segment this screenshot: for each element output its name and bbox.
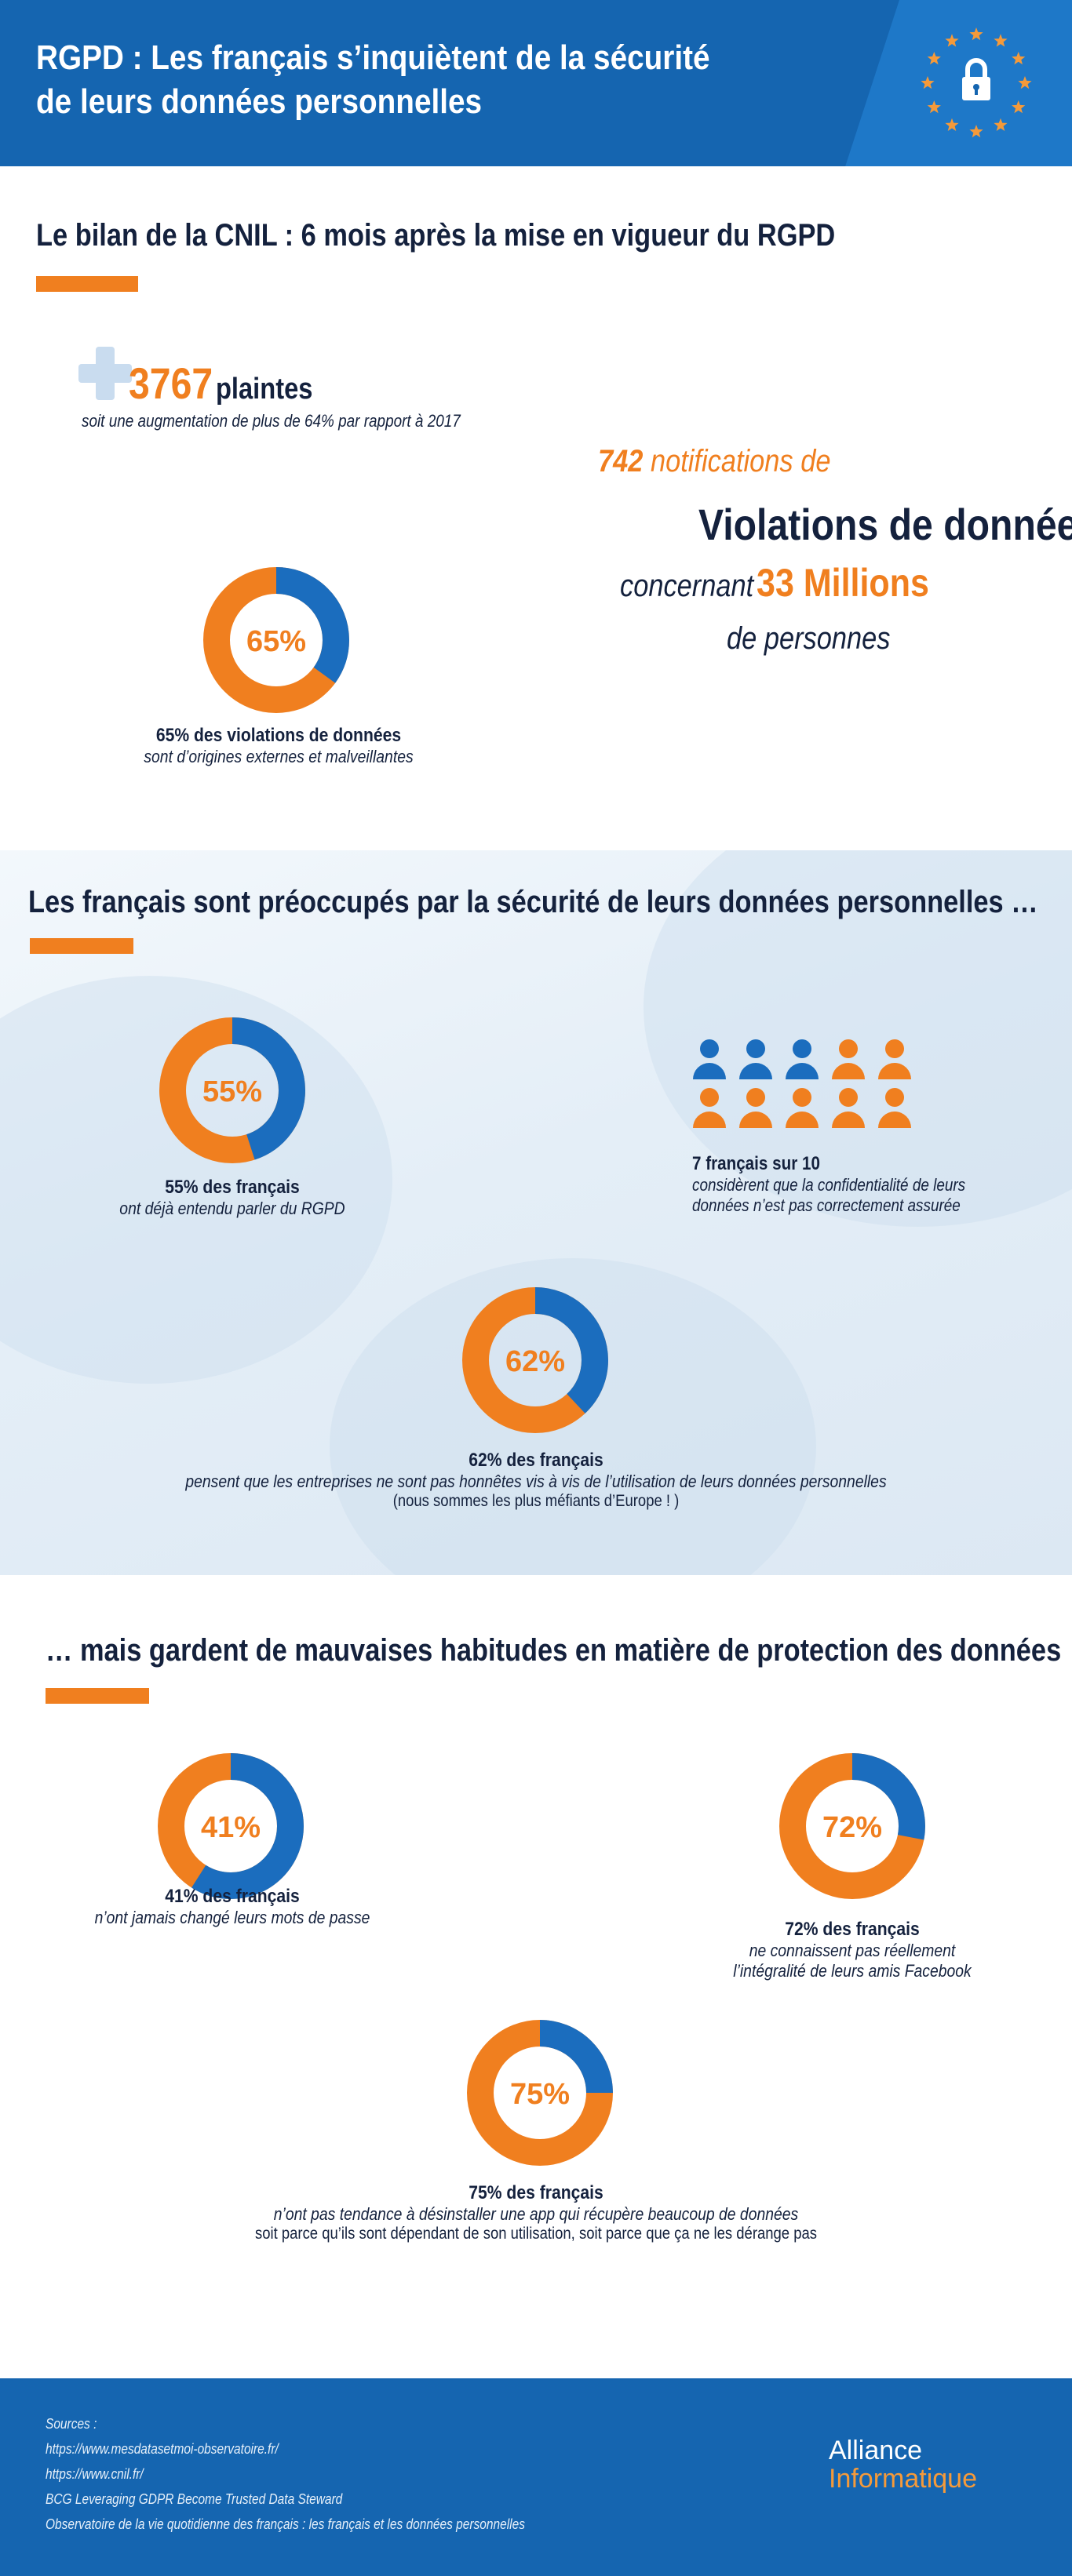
logo-line-2: Informatique — [829, 2464, 977, 2494]
people-caption-italic-1: considèrent que la confidentialité de le… — [692, 1175, 966, 1195]
caption-65: 65% des violations de données sont d’ori… — [109, 725, 447, 767]
caption-72: 72% des français ne connaissent pas réel… — [700, 1919, 1004, 1981]
section1-title: Le bilan de la CNIL : 6 mois après la mi… — [36, 218, 836, 253]
section2-title: Les français sont préoccupés par la sécu… — [28, 885, 1038, 919]
complaints-stat: 3767 plaintes — [129, 358, 312, 409]
star-icon — [945, 34, 959, 47]
donut-chart-65: 65% — [203, 567, 349, 713]
sources-label: Sources : — [46, 2416, 97, 2432]
person-icon — [878, 1088, 911, 1128]
caption-41-bold: 41% des français — [165, 1886, 300, 1907]
donut-chart-75: 75% — [467, 2020, 613, 2166]
caption-62-bold: 62% des français — [469, 1450, 603, 1471]
caption-72-bold: 72% des français — [785, 1919, 920, 1940]
caption-62-italic: pensent que les entreprises ne sont pas … — [185, 1472, 887, 1491]
notifications-number: 742 — [598, 444, 644, 478]
alliance-informatique-logo[interactable]: Alliance Informatique — [829, 2436, 1041, 2493]
star-icon — [927, 100, 941, 114]
donut-chart-55: 55% — [159, 1017, 305, 1163]
source-item: Observatoire de la vie quotidienne des f… — [46, 2516, 525, 2532]
caption-41-italic: n’ont jamais changé leurs mots de passe — [94, 1908, 370, 1927]
notifications-line: 742 notifications de — [598, 444, 830, 479]
people-icon-grid — [691, 1035, 918, 1130]
source-link[interactable]: https://www.mesdatasetmoi-observatoire.f… — [46, 2441, 279, 2457]
donut-label-55: 55% — [202, 1075, 262, 1108]
caption-75-bold: 75% des français — [469, 2182, 603, 2203]
persons-text: de personnes — [727, 621, 891, 656]
plus-icon — [78, 347, 132, 400]
donut-chart-62: 62% — [462, 1287, 608, 1433]
people-caption-italic-2: données n’est pas correctement assurée — [692, 1195, 961, 1215]
star-icon — [1018, 76, 1032, 89]
section1-underline — [36, 276, 138, 292]
concerning-text: concernant — [620, 569, 754, 603]
caption-75-note: soit parce qu’ils sont dépendant de son … — [254, 2225, 818, 2243]
caption-55-italic: ont déjà entendu parler du RGPD — [119, 1199, 345, 1218]
footer — [0, 2378, 1072, 2576]
person-icon — [786, 1039, 819, 1079]
donut-label-75: 75% — [510, 2078, 570, 2111]
section3-underline — [46, 1688, 149, 1704]
star-icon — [969, 27, 983, 41]
millions-text: 33 Millions — [757, 561, 929, 605]
person-icon — [878, 1039, 911, 1079]
star-icon — [1012, 100, 1026, 114]
star-icon — [921, 76, 935, 89]
people-caption-bold: 7 français sur 10 — [692, 1153, 820, 1174]
donut-chart-41: 41% — [158, 1753, 304, 1899]
header-banner: RGPD : Les français s’inquiètent de la s… — [0, 0, 1072, 166]
donut-chart-72: 72% — [779, 1753, 925, 1899]
star-icon — [1012, 52, 1026, 65]
source-item: BCG Leveraging GDPR Become Trusted Data … — [46, 2491, 343, 2507]
millions-line: concernant 33 Millions — [620, 560, 929, 606]
caption-65-bold: 65% des violations de données — [155, 725, 402, 746]
complaints-word: plaintes — [215, 373, 313, 406]
person-icon — [693, 1088, 726, 1128]
caption-55-bold: 55% des français — [165, 1177, 300, 1198]
star-icon — [945, 118, 959, 131]
people-caption: 7 français sur 10 considèrent que la con… — [692, 1153, 965, 1216]
person-icon — [832, 1088, 865, 1128]
person-icon — [739, 1039, 772, 1079]
sources-list: Sources : https://www.mesdatasetmoi-obse… — [46, 2411, 525, 2537]
star-icon — [927, 52, 941, 65]
logo-line-1: Alliance — [829, 2436, 923, 2465]
person-icon — [739, 1088, 772, 1128]
caption-65-italic: sont d’origines externes et malveillante… — [144, 747, 414, 766]
complaints-subtext: soit une augmentation de plus de 64% par… — [82, 411, 461, 431]
eu-stars-lock-icon — [921, 27, 1032, 138]
donut-label-62: 62% — [505, 1345, 565, 1378]
donut-label-72: 72% — [822, 1811, 882, 1844]
page-title: RGPD : Les français s’inquiètent de la s… — [36, 36, 754, 124]
caption-72-italic-1: ne connaissent pas réellement — [749, 1941, 956, 1960]
person-icon — [786, 1088, 819, 1128]
section3-title: … mais gardent de mauvaises habitudes en… — [46, 1633, 1062, 1668]
title-line-1: RGPD : Les français s’inquiètent de la s… — [36, 38, 710, 77]
person-icon — [693, 1039, 726, 1079]
title-line-2: de leurs données personnelles — [36, 82, 483, 121]
complaints-number: 3767 — [129, 358, 213, 408]
star-icon — [994, 118, 1008, 131]
section2-underline — [30, 938, 133, 954]
caption-41: 41% des français n’ont jamais changé leu… — [80, 1886, 384, 1928]
person-icon — [832, 1039, 865, 1079]
violations-text: Violations de données — [698, 500, 1072, 549]
caption-62-note: (nous sommes les plus méfiants d’Europe … — [392, 1492, 680, 1510]
caption-72-italic-2: l’intégralité de leurs amis Facebook — [733, 1961, 972, 1981]
notifications-text: notifications de — [650, 444, 831, 478]
star-icon — [969, 125, 983, 138]
caption-75-italic: n’ont pas tendance à désinstaller une ap… — [273, 2204, 799, 2224]
caption-55: 55% des français ont déjà entendu parler… — [80, 1177, 384, 1219]
source-link[interactable]: https://www.cnil.fr/ — [46, 2466, 144, 2482]
donut-label-41: 41% — [201, 1811, 261, 1844]
donut-label-65: 65% — [246, 625, 306, 658]
caption-75: 75% des français n’ont pas tendance à dé… — [191, 2182, 881, 2243]
star-icon — [994, 34, 1008, 47]
caption-62: 62% des français pensent que les entrepr… — [156, 1450, 916, 1511]
